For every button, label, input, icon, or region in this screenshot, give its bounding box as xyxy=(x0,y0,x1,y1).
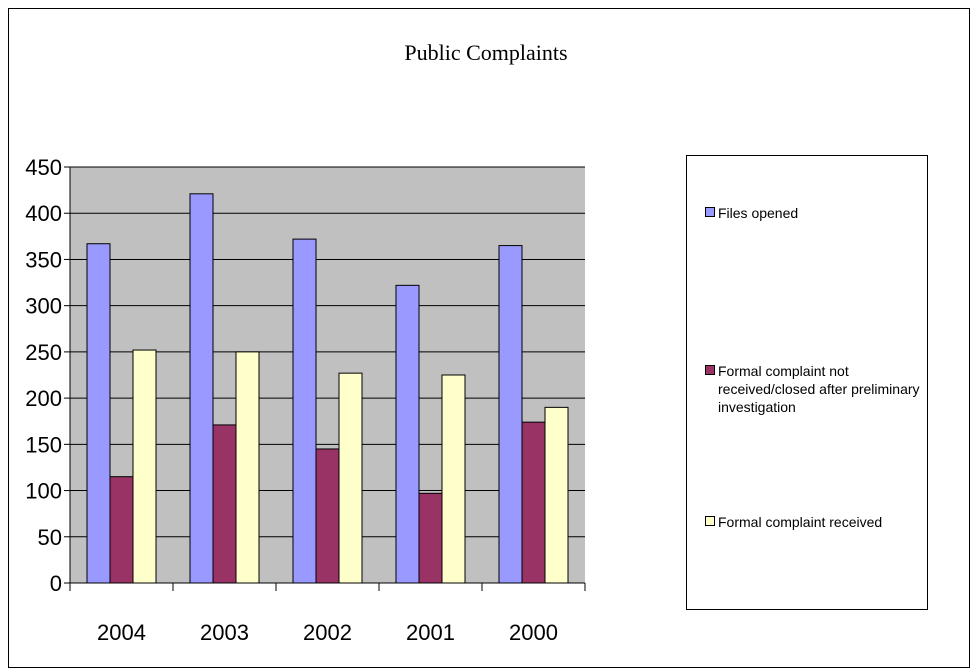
bar-2000-series-3 xyxy=(544,406,569,584)
y-tick-label: 0 xyxy=(50,571,62,596)
bar-2002-series-1 xyxy=(292,238,317,584)
bar-2000-series-2 xyxy=(521,421,546,584)
legend-label: Formal complaint not received/closed aft… xyxy=(718,363,920,415)
x-tick-label: 2003 xyxy=(200,620,249,645)
y-tick-label: 150 xyxy=(25,432,62,457)
x-tick-label: 2002 xyxy=(303,620,352,645)
legend-entry: Files opened xyxy=(705,204,925,222)
x-tick-label: 2004 xyxy=(97,620,146,645)
bar-2001-series-1 xyxy=(395,284,420,584)
y-tick-labels: 0 50 100 150 200 250 300 350 400 450 xyxy=(25,155,62,596)
y-tick-label: 100 xyxy=(25,479,62,504)
bar-2000-series-1 xyxy=(498,245,523,584)
legend-label: Formal complaint received xyxy=(718,514,883,530)
legend-entry: Formal complaint received xyxy=(705,513,925,531)
legend-label: Files opened xyxy=(718,205,799,221)
bar-2002-series-2 xyxy=(315,448,340,584)
legend-swatch xyxy=(705,207,715,217)
y-tick-label: 200 xyxy=(25,386,62,411)
bar-2003-series-3 xyxy=(235,351,260,584)
bar-2002-series-3 xyxy=(338,372,363,584)
y-tick-label: 400 xyxy=(25,201,62,226)
bar-chart: 0 50 100 150 200 250 300 350 400 450 2004 2003 2002… xyxy=(25,155,586,645)
bar-2004-series-3 xyxy=(132,349,157,584)
bar-2001-series-2 xyxy=(418,492,443,584)
bars xyxy=(86,193,569,584)
x-tick-label: 2000 xyxy=(509,620,558,645)
y-tick-label: 250 xyxy=(25,340,62,365)
bar-2003-series-1 xyxy=(189,193,214,584)
bar-2004-series-2 xyxy=(109,476,134,584)
chart-title: Public Complaints xyxy=(404,40,568,65)
x-tick-label: 2001 xyxy=(406,620,455,645)
axes xyxy=(69,167,586,591)
bar-2003-series-2 xyxy=(212,424,237,584)
y-tick-label: 300 xyxy=(25,294,62,319)
bar-2004-series-1 xyxy=(86,243,111,584)
y-tick-label: 450 xyxy=(25,155,62,180)
legend-swatch xyxy=(705,365,715,375)
y-tick-label: 350 xyxy=(25,247,62,272)
legend-entry: Formal complaint not received/closed aft… xyxy=(705,362,925,416)
x-tick-labels: 2004 2003 2002 2001 2000 xyxy=(97,620,558,645)
y-tick-label: 50 xyxy=(38,525,62,550)
bar-2001-series-3 xyxy=(441,374,466,584)
legend: Files opened Formal complaint not receive… xyxy=(686,155,928,610)
legend-swatch xyxy=(705,516,715,526)
